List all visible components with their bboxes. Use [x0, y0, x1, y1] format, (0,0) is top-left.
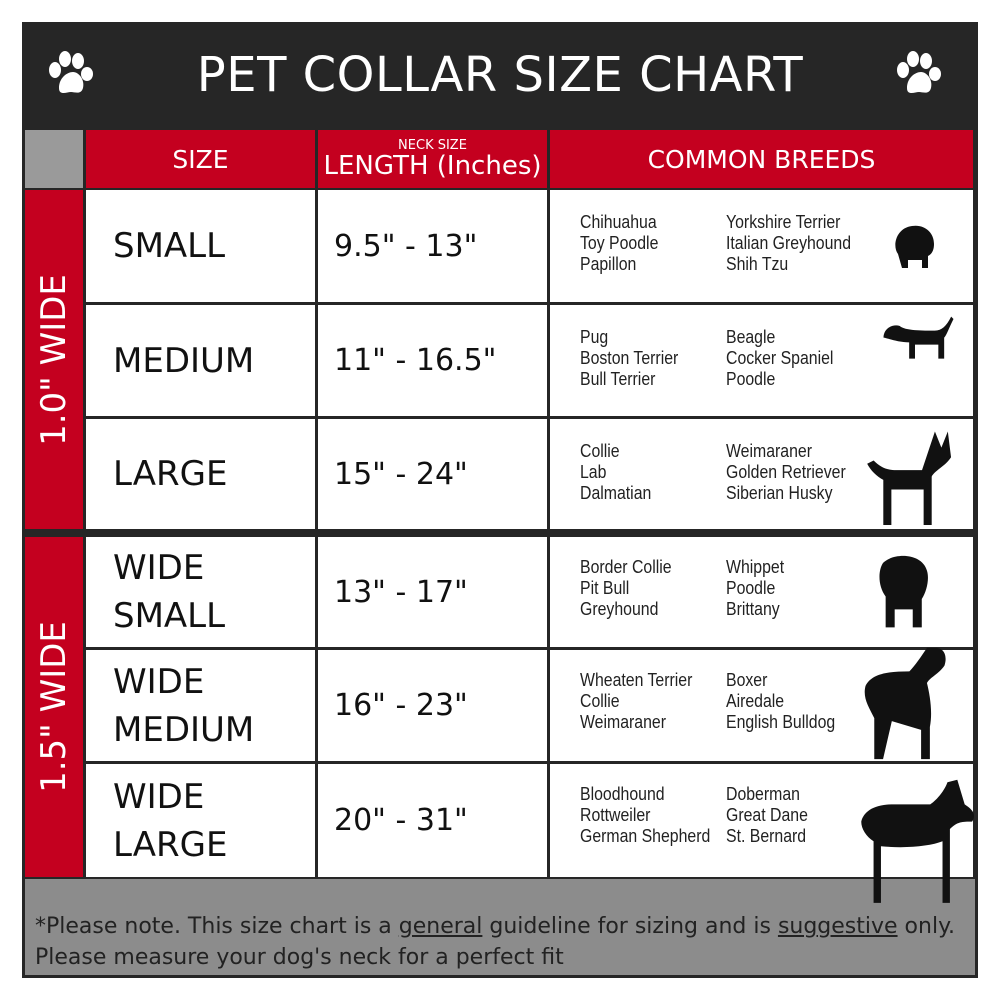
breed-name: Airedale — [726, 691, 785, 711]
dog-silhouette-icon — [864, 647, 946, 760]
breeds-list-a: Border Collie Pit Bull Greyhound — [580, 557, 672, 620]
note-text: general — [398, 914, 483, 939]
breed-name: Poodle — [726, 578, 776, 598]
corner-cell — [25, 130, 83, 188]
breed-name: Collie — [580, 691, 620, 711]
breed-name: Wheaten Terrier — [580, 670, 693, 690]
header-length-sub: NECK SIZE — [398, 137, 467, 153]
header-length-main: LENGTH (Inches) — [323, 150, 542, 181]
breeds-list-a: Collie Lab Dalmatian — [580, 441, 651, 504]
size-cell: WIDE MEDIUM — [86, 650, 315, 761]
length-cell: 15" - 24" — [318, 419, 547, 529]
note-text: guideline for sizing and is — [482, 914, 778, 939]
paw-icon — [897, 51, 941, 93]
breeds-list-b: Yorkshire Terrier Italian Greyhound Shih T… — [726, 212, 851, 275]
size-cell: MEDIUM — [86, 305, 315, 416]
size-label: WIDE — [113, 776, 205, 817]
breed-name: Brittany — [726, 599, 780, 619]
note-text: *Please note. This size chart is a — [35, 914, 399, 939]
breeds-list-a: Bloodhound Rottweiler German Shepherd — [580, 784, 710, 847]
breed-name: Collie — [580, 441, 620, 461]
length-cell: 9.5" - 13" — [318, 190, 547, 302]
breed-name: Bull Terrier — [580, 369, 656, 389]
breed-name: Italian Greyhound — [726, 233, 852, 253]
breed-name: Boxer — [726, 670, 768, 690]
breed-name: Cocker Spaniel — [726, 348, 834, 368]
breed-name: St. Bernard — [726, 826, 807, 846]
breed-name: Beagle — [726, 327, 776, 347]
footer-note: *Please note. This size chart is a gener… — [25, 879, 975, 975]
size-label: WIDE — [113, 661, 205, 702]
breed-name: Bloodhound — [580, 784, 665, 804]
breeds-cell: Pug Boston Terrier Bull Terrier Beagle Cock… — [550, 305, 973, 416]
size-label: MEDIUM — [113, 340, 255, 381]
breed-name: Doberman — [726, 784, 800, 804]
group-label: 1.0" WIDE — [34, 273, 75, 446]
size-cell: SMALL — [86, 190, 315, 302]
breed-name: Pug — [580, 327, 609, 347]
dog-silhouette-icon — [879, 555, 928, 628]
breed-name: Lab — [580, 462, 607, 482]
size-label: SMALL — [113, 226, 226, 266]
size-cell: LARGE — [86, 419, 315, 529]
size-label: LARGE — [113, 454, 228, 494]
length-cell: 11" - 16.5" — [318, 305, 547, 416]
breeds-list-b: Beagle Cocker Spaniel Poodle — [726, 327, 833, 390]
breeds-list-a: Chihuahua Toy Poodle Papillon — [580, 212, 658, 275]
breed-name: Pit Bull — [580, 578, 630, 598]
breed-name: Poodle — [726, 369, 776, 389]
group-divider — [86, 529, 975, 537]
group-label: 1.5" WIDE — [34, 621, 75, 793]
note-text: suggestive — [777, 914, 898, 939]
dog-silhouette-icon — [861, 779, 975, 903]
breeds-list-b: Doberman Great Dane St. Bernard — [726, 784, 808, 847]
size-label: SMALL — [113, 596, 226, 636]
breeds-list-b: Weimaraner Golden Retriever Siberian Husky — [726, 441, 846, 504]
note-text: only. — [897, 914, 955, 939]
breed-name: Border Collie — [580, 557, 672, 577]
breed-name: Papillon — [580, 254, 637, 274]
breed-name: Yorkshire Terrier — [726, 212, 841, 232]
length-cell: 13" - 17" — [318, 537, 547, 647]
breed-name: Siberian Husky — [726, 483, 833, 503]
size-label: LARGE — [113, 824, 228, 865]
breed-name: Dalmatian — [580, 483, 652, 503]
breed-name: Great Dane — [726, 805, 808, 825]
header-breeds: COMMON BREEDS — [550, 130, 973, 188]
group-band: 1.5" WIDE — [25, 537, 83, 877]
dog-silhouette-icon — [895, 225, 934, 268]
breed-name: Weimaraner — [580, 712, 666, 732]
breed-name: Greyhound — [580, 599, 659, 619]
breeds-cell: Bloodhound Rottweiler German Shepherd Dobe… — [550, 764, 973, 877]
breeds-list-b: Whippet Poodle Brittany — [726, 557, 784, 620]
page-title: PET COLLAR SIZE CHART — [22, 22, 978, 128]
size-cell: WIDE LARGE — [86, 764, 315, 877]
breed-name: Chihuahua — [580, 212, 657, 232]
group-band: 1.0" WIDE — [25, 190, 83, 529]
note-text: Please measure your dog's neck for a per… — [35, 945, 564, 970]
header-length: NECK SIZE LENGTH (Inches) — [318, 130, 547, 188]
breed-name: German Shepherd — [580, 826, 711, 846]
breeds-list-b: Boxer Airedale English Bulldog — [726, 670, 835, 733]
breed-name: Shih Tzu — [726, 254, 789, 274]
breed-name: Toy Poodle — [580, 233, 659, 253]
breed-name: Rottweiler — [580, 805, 651, 825]
header-size: SIZE — [86, 130, 315, 188]
breeds-list-a: Wheaten Terrier Collie Weimaraner — [580, 670, 692, 733]
size-cell: WIDE SMALL — [86, 537, 315, 647]
breed-name: Whippet — [726, 557, 785, 577]
breed-name: Boston Terrier — [580, 348, 679, 368]
paw-icon — [49, 51, 93, 93]
breed-name: English Bulldog — [726, 712, 836, 732]
length-cell: 20" - 31" — [318, 764, 547, 877]
size-label: MEDIUM — [113, 709, 255, 750]
length-cell: 16" - 23" — [318, 650, 547, 761]
breed-name: Golden Retriever — [726, 462, 846, 482]
size-label: WIDE — [113, 548, 205, 588]
breed-name: Weimaraner — [726, 441, 812, 461]
dog-silhouette-icon — [867, 431, 952, 525]
dog-silhouette-icon — [883, 316, 954, 359]
breeds-list-a: Pug Boston Terrier Bull Terrier — [580, 327, 678, 390]
